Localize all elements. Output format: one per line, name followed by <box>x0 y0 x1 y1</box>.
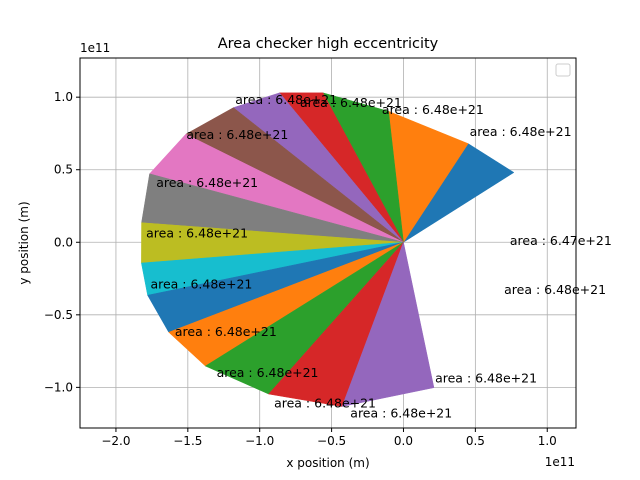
area-label: area : 6.48e+21 <box>274 395 376 410</box>
y-tick-label: 1.0 <box>54 90 73 104</box>
area-label: area : 6.48e+21 <box>175 324 277 339</box>
area-label: area : 6.47e+21 <box>510 233 612 248</box>
area-label: area : 6.48e+21 <box>217 365 319 380</box>
area-label: area : 6.48e+21 <box>150 276 252 291</box>
y-axis-label: y position (m) <box>17 201 31 284</box>
x-tick-label: 0.5 <box>466 434 485 448</box>
x-tick-label: −2.0 <box>101 434 130 448</box>
x-tick-label: −1.0 <box>245 434 274 448</box>
area-label: area : 6.48e+21 <box>435 371 537 386</box>
area-label: area : 6.48e+21 <box>186 127 288 142</box>
area-label: area : 6.48e+21 <box>504 282 606 297</box>
y-tick-label: −1.0 <box>44 380 73 394</box>
y-tick-label: 0.0 <box>54 235 73 249</box>
x-axis-label: x position (m) <box>286 456 369 470</box>
area-label: area : 6.48e+21 <box>300 95 402 110</box>
plot-frame <box>79 57 577 429</box>
x-tick-label: 0.0 <box>394 434 413 448</box>
orbit-sectors <box>141 92 515 407</box>
x-tick-label: −0.5 <box>317 434 346 448</box>
x-tick-label: −1.5 <box>173 434 202 448</box>
area-label: area : 6.48e+21 <box>146 226 248 241</box>
orbit-sector <box>341 241 435 407</box>
x-tick-label: 1.0 <box>538 434 557 448</box>
area-label: area : 6.48e+21 <box>156 175 258 190</box>
area-label: area : 6.48e+21 <box>470 124 572 139</box>
area-label: area : 6.48e+21 <box>382 102 484 117</box>
chart-title: Area checker high eccentricity <box>218 36 439 52</box>
area-label: area : 6.48e+21 <box>235 92 337 107</box>
legend-box <box>555 63 571 77</box>
area-label: area : 6.48e+21 <box>350 405 452 420</box>
y-offset-text: 1e11 <box>80 41 110 55</box>
x-offset-text: 1e11 <box>545 455 575 469</box>
y-tick-label: −0.5 <box>44 308 73 322</box>
y-tick-label: 0.5 <box>54 163 73 177</box>
axis-ticks: −2.0 −1.5 −1.0 −0.5 0.0 0.5 1.0 −1.0 −0.5 0.0 0.5 1… <box>44 90 557 448</box>
